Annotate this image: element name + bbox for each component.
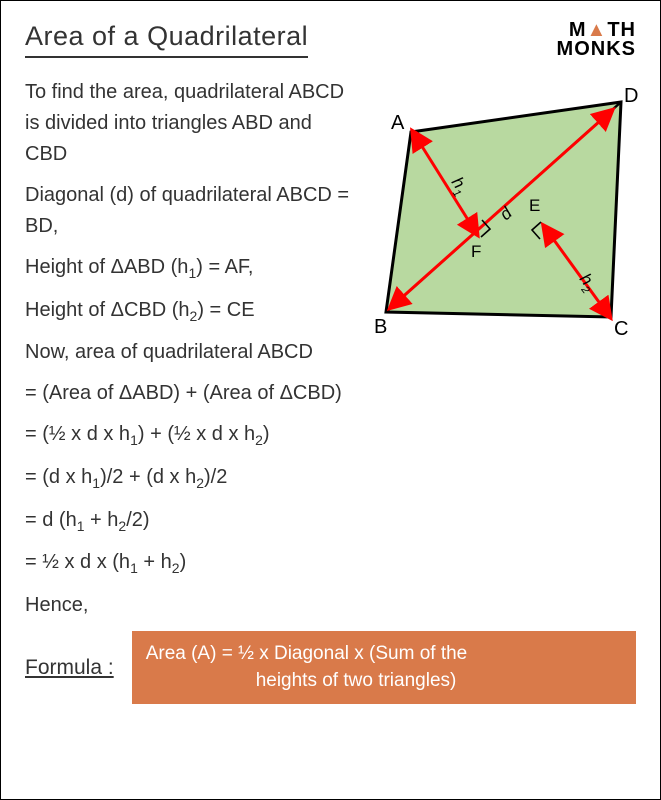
formula-line1: Area (A) = ½ x Diagonal x (Sum of the — [146, 643, 468, 664]
eq4: = d (h1 + h2/2) — [25, 505, 636, 538]
intro-text: To find the area, quadrilateral ABCD is … — [25, 77, 355, 170]
formula-box: Area (A) = ½ x Diagonal x (Sum of the he… — [132, 631, 636, 704]
quadrilateral-diagram: A B C D E F h1 d h2 — [356, 77, 646, 357]
formula-row: Formula : Area (A) = ½ x Diagonal x (Sum… — [25, 631, 636, 704]
formula-line2: heights of two triangles) — [146, 668, 622, 695]
diagonal-text: Diagonal (d) of quadrilateral ABCD = BD, — [25, 180, 355, 242]
eq1: = (Area of ΔABD) + (Area of ΔCBD) — [25, 378, 636, 409]
label-f: F — [471, 242, 481, 261]
eq5: = ½ x d x (h1 + h2) — [25, 547, 636, 580]
content: A B C D E F h1 d h2 To find the area, qu… — [25, 77, 636, 704]
eq3: = (d x h1)/2 + (d x h2)/2 — [25, 462, 636, 495]
page-title: Area of a Quadrilateral — [25, 21, 308, 58]
label-e: E — [529, 196, 540, 215]
logo-monks: MONKS — [557, 38, 636, 60]
label-b: B — [374, 316, 387, 338]
label-c: C — [614, 318, 628, 340]
h1-text: Height of ΔABD (h1) = AF, — [25, 252, 355, 285]
header: Area of a Quadrilateral M▲TH MONKS — [25, 21, 636, 59]
logo: M▲TH MONKS — [557, 21, 636, 59]
formula-label: Formula : — [25, 656, 114, 680]
label-d: D — [624, 85, 638, 107]
eq2: = (½ x d x h1) + (½ x d x h2) — [25, 419, 636, 452]
hence-text: Hence, — [25, 590, 636, 621]
label-a: A — [391, 112, 405, 134]
